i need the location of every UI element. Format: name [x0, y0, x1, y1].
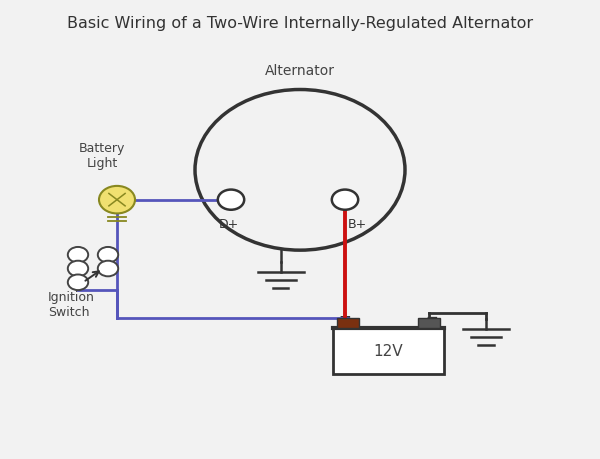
Text: Basic Wiring of a Two-Wire Internally-Regulated Alternator: Basic Wiring of a Two-Wire Internally-Re…	[67, 16, 533, 31]
Circle shape	[68, 274, 88, 290]
Circle shape	[68, 261, 88, 276]
Text: Ignition
Switch: Ignition Switch	[48, 291, 95, 319]
Circle shape	[98, 261, 118, 276]
Text: D+: D+	[219, 218, 239, 231]
Circle shape	[332, 190, 358, 210]
Circle shape	[68, 247, 88, 263]
Bar	[418, 318, 440, 328]
Text: −: −	[425, 309, 439, 325]
Text: 12V: 12V	[374, 344, 403, 358]
Text: +: +	[338, 309, 352, 325]
Text: Battery
Light: Battery Light	[79, 142, 125, 170]
Bar	[333, 328, 444, 374]
Circle shape	[99, 186, 135, 213]
Circle shape	[98, 247, 118, 263]
Text: B+: B+	[347, 218, 367, 231]
Text: Alternator: Alternator	[265, 64, 335, 78]
Circle shape	[218, 190, 244, 210]
Bar	[337, 318, 359, 328]
